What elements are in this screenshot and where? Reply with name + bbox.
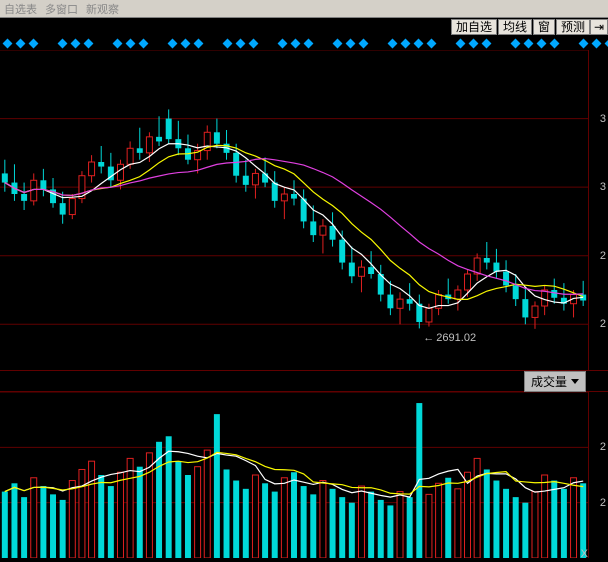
toolbar-faded-1: 多窗口 xyxy=(41,1,82,17)
volume-chart[interactable] xyxy=(0,392,588,558)
volume-label: 成交量 xyxy=(531,373,567,390)
price-axis-right: 3322 xyxy=(588,50,608,370)
indicator-diamond-strip xyxy=(0,36,608,50)
next-arrow-button[interactable]: ⇥ xyxy=(590,19,608,35)
panel-divider: 成交量 xyxy=(0,370,608,392)
chevron-down-icon xyxy=(571,379,579,384)
arrow-right-icon: ⇥ xyxy=(594,20,604,34)
cross-indicator: X xyxy=(581,548,588,560)
ma-button[interactable]: 均线 xyxy=(498,19,532,35)
price-chart[interactable] xyxy=(0,50,588,370)
volume-axis-right: 22 xyxy=(588,392,608,558)
toolbar-faded-0: 自选表 xyxy=(0,1,41,17)
toolbar-faded-2: 新观察 xyxy=(82,1,123,17)
window-button[interactable]: 窗 xyxy=(533,19,555,35)
chart-toolbar: 加自选 均线 窗 预测 ⇥ xyxy=(450,18,608,36)
volume-indicator-dropdown[interactable]: 成交量 xyxy=(524,371,586,392)
add-favorite-button[interactable]: 加自选 xyxy=(451,19,497,35)
top-os-toolbar: 自选表 多窗口 新观察 xyxy=(0,0,608,18)
forecast-button[interactable]: 预测 xyxy=(556,19,590,35)
